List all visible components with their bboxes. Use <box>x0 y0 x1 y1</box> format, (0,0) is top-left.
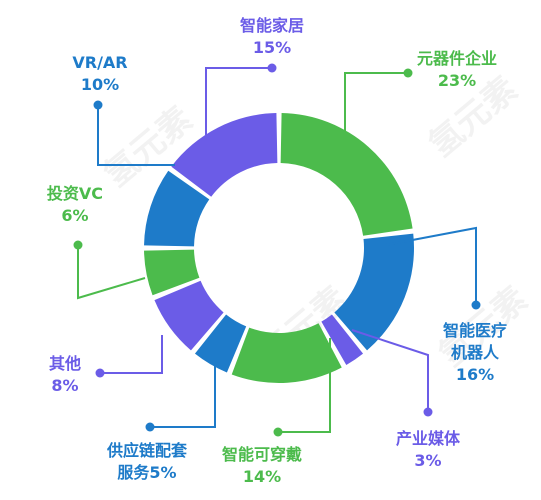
slice-value: 23% <box>437 71 477 90</box>
leader-dot <box>93 100 103 110</box>
leader-line <box>205 67 272 135</box>
slice-label: 投资VC 6% <box>30 183 120 227</box>
donut-slice <box>321 314 364 366</box>
donut-slice <box>144 249 200 296</box>
slice-value: 14% <box>242 467 282 486</box>
donut-slice <box>171 113 278 197</box>
slice-label: 智能医疗 机器人 16% <box>425 320 525 386</box>
slice-name: 服务5% <box>117 463 177 482</box>
donut-slice <box>144 170 210 247</box>
leader-line <box>344 72 408 150</box>
slice-value: 10% <box>80 75 120 94</box>
donut-slice <box>194 314 247 373</box>
slice-name: 智能家居 <box>239 16 304 35</box>
slice-label: 产业媒体 3% <box>378 428 478 472</box>
donut-slice <box>334 233 414 351</box>
donut-slice <box>280 113 413 236</box>
leader-dot <box>267 63 277 73</box>
leader-dot <box>95 368 105 378</box>
slice-label: 元器件企业 23% <box>402 48 512 92</box>
donut-slice <box>154 280 224 351</box>
leader-dot <box>403 68 413 78</box>
slice-label: 其他 8% <box>40 353 90 397</box>
donut-slice <box>231 323 342 383</box>
slice-name: 智能医疗 <box>442 321 507 340</box>
leader-line <box>150 365 216 428</box>
slice-name: 元器件企业 <box>416 49 497 68</box>
leader-line <box>97 105 175 166</box>
leader-line <box>351 329 429 412</box>
leader-dot <box>273 427 283 437</box>
slice-name: 其他 <box>48 354 81 373</box>
slice-value: 8% <box>51 376 79 395</box>
slice-name: 智能可穿戴 <box>221 445 302 464</box>
leader-line <box>385 226 477 305</box>
leader-line <box>100 335 163 374</box>
leader-dot <box>145 422 155 432</box>
slice-value: 6% <box>61 206 89 225</box>
leader-dot <box>73 240 83 250</box>
slice-name: 产业媒体 <box>395 429 460 448</box>
slice-label: 智能可穿戴 14% <box>212 444 312 488</box>
slice-label: 智能家居 15% <box>222 15 322 59</box>
slice-name: 供应链配套 <box>106 441 187 460</box>
slice-value: 15% <box>252 38 292 57</box>
leader-line <box>77 245 146 300</box>
slice-name: 机器人 <box>450 343 499 362</box>
slice-value: 16% <box>455 365 495 384</box>
slice-label: VR/AR 10% <box>55 52 145 96</box>
slice-label: 供应链配套 服务5% <box>92 440 202 484</box>
slice-name: 投资VC <box>46 184 104 203</box>
leader-dot <box>471 300 481 310</box>
slice-value: 3% <box>414 451 442 470</box>
slice-name: VR/AR <box>72 53 128 72</box>
leader-line <box>278 338 331 433</box>
leader-dot <box>423 407 433 417</box>
